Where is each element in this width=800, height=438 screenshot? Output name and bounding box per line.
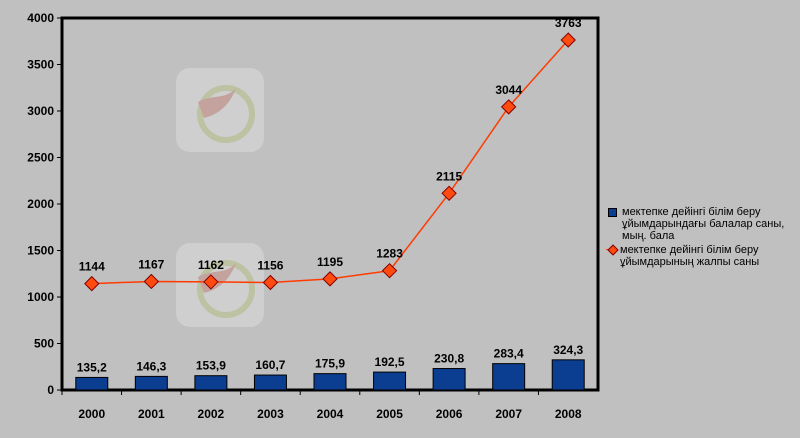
watermark-logo xyxy=(176,243,264,327)
line-value-label: 2115 xyxy=(436,169,462,183)
legend-label-line: мектепке дейінгі білім беру ұйымдарының … xyxy=(620,244,760,268)
line-value-label: 1283 xyxy=(376,247,403,261)
bar xyxy=(492,363,526,391)
bar-value-label: 160,7 xyxy=(255,358,285,372)
bar-series xyxy=(75,359,585,391)
line-value-label: 3044 xyxy=(495,83,522,97)
bar-value-label: 146,3 xyxy=(136,359,166,373)
bar xyxy=(194,375,228,391)
x-tick-label: 2004 xyxy=(317,407,344,421)
bar xyxy=(551,359,585,391)
bar xyxy=(253,374,287,391)
axes: 0 500 1000 1500 2000 2500 3000 3500 4000 2000 2001… xyxy=(27,11,582,421)
x-tick-label: 2003 xyxy=(257,407,284,421)
line-point xyxy=(381,262,398,279)
line-point xyxy=(322,271,338,287)
line-point xyxy=(203,274,219,290)
line-point xyxy=(84,275,100,292)
line-point xyxy=(262,274,279,291)
y-tick-label: 1500 xyxy=(27,244,54,258)
legend-item-line: мектепке дейінгі білім беру ұйымдарының … xyxy=(606,244,798,268)
x-tick-label: 2002 xyxy=(198,407,225,421)
x-tick-label: 2006 xyxy=(436,407,463,421)
bar-value-label: 135,2 xyxy=(77,360,107,374)
y-tick-label: 3000 xyxy=(27,104,54,118)
line-value-label: 1162 xyxy=(198,258,224,272)
x-tick-label: 2001 xyxy=(138,407,165,421)
bar-value-label: 230,8 xyxy=(434,352,464,366)
x-tick-label: 2007 xyxy=(495,407,522,421)
y-tick-label: 2500 xyxy=(27,151,54,165)
line-value-label: 1156 xyxy=(257,258,283,272)
line-point xyxy=(500,99,517,115)
watermark-logo xyxy=(176,68,264,152)
plot-background xyxy=(60,16,600,392)
y-tick-label: 1000 xyxy=(27,290,54,304)
line-point xyxy=(560,32,576,48)
watermark xyxy=(176,68,264,327)
legend-line-swatch xyxy=(606,244,619,256)
y-tick-label: 0 xyxy=(47,383,54,397)
legend: мектепке дейінгі білім беру ұйымдарындағ… xyxy=(606,206,798,270)
x-tick-label: 2008 xyxy=(555,407,582,421)
bar-value-label: 175,9 xyxy=(315,357,345,371)
bar-value-label: 192,5 xyxy=(375,355,405,369)
y-tick-label: 500 xyxy=(34,337,54,351)
line-value-label: 1167 xyxy=(138,257,164,271)
x-tick-label: 2000 xyxy=(78,407,105,421)
line-point xyxy=(143,273,160,290)
line-value-label: 3763 xyxy=(555,16,582,30)
x-tick-label: 2005 xyxy=(376,407,403,421)
legend-bar-swatch xyxy=(608,208,617,217)
line-value-label: 1144 xyxy=(79,260,105,274)
bar-value-label: 153,9 xyxy=(196,359,226,373)
line-series xyxy=(84,32,576,292)
bar xyxy=(134,375,168,391)
bar-value-label: 283,4 xyxy=(494,347,524,361)
bar xyxy=(75,376,109,391)
legend-item-bars: мектепке дейінгі білім беру ұйымдарындағ… xyxy=(606,206,798,242)
line-point xyxy=(441,185,457,202)
y-tick-label: 2000 xyxy=(27,197,54,211)
y-tick-label: 3500 xyxy=(27,58,54,72)
bar xyxy=(373,371,407,391)
bar xyxy=(313,373,347,391)
data-labels: 135,2 146,3 153,9 160,7 175,9 192,5 230,8 283,4… xyxy=(77,16,584,374)
line-value-label: 1195 xyxy=(317,255,343,269)
y-tick-label: 4000 xyxy=(27,11,54,25)
bar xyxy=(432,368,466,391)
bar-value-label: 324,3 xyxy=(553,343,583,357)
legend-label-bars: мектепке дейінгі білім беру ұйымдарындағ… xyxy=(622,206,785,242)
